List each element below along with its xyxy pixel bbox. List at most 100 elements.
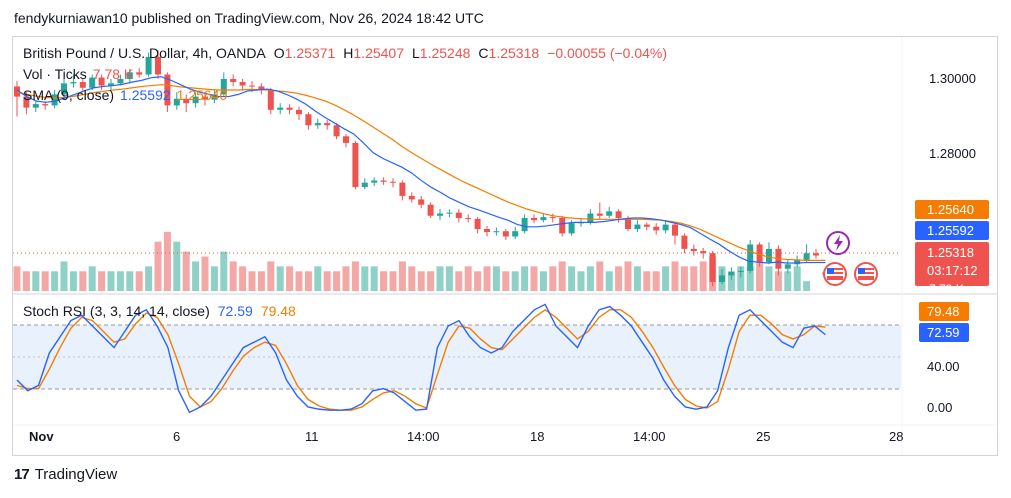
volume-bar xyxy=(680,266,688,291)
candle xyxy=(521,214,528,234)
volume-bar xyxy=(79,271,87,291)
volume-bar xyxy=(803,281,811,291)
volume-bar xyxy=(41,271,49,291)
sma-slow-line xyxy=(16,84,826,261)
candle xyxy=(437,209,443,221)
candle xyxy=(89,74,96,90)
volume-bar xyxy=(539,271,547,291)
stoch-badge-k-text: 72.59 xyxy=(927,325,960,340)
candle xyxy=(540,213,547,223)
stoch-band xyxy=(13,325,901,389)
candle xyxy=(690,244,697,256)
volume-bar xyxy=(286,266,294,291)
candle xyxy=(361,178,368,190)
volume-bar xyxy=(445,266,453,291)
tradingview-logo-icon: 17 xyxy=(14,466,30,483)
candle xyxy=(267,87,274,115)
footer-brand[interactable]: 17 TradingView xyxy=(14,466,117,483)
publish-info: fendykurniawan10 published on TradingVie… xyxy=(14,10,484,26)
price-badge-red xyxy=(915,242,989,286)
legend-stoch[interactable]: Stoch RSI (3, 3, 14, 14, close) 72.59 79.4… xyxy=(23,303,296,319)
legend-volume[interactable]: Vol · Ticks 7.78 K xyxy=(23,66,134,82)
volume-bar xyxy=(624,261,632,291)
chart-svg[interactable]: British Pound / U.S. Dollar, 4h, OANDA O1… xyxy=(13,37,997,455)
candle xyxy=(183,94,190,113)
volume-bar xyxy=(511,271,519,291)
volume-bar xyxy=(389,271,397,291)
candle xyxy=(333,123,340,140)
volume-bar xyxy=(643,271,651,291)
volume-bar xyxy=(248,271,256,291)
volume-bar xyxy=(615,266,623,291)
volume-bar xyxy=(116,271,124,291)
candle xyxy=(747,240,754,274)
volume-bar xyxy=(530,266,538,291)
candle xyxy=(343,134,349,148)
candle xyxy=(324,119,331,130)
candle xyxy=(314,118,321,129)
vol-partial-badge: 7.78 K xyxy=(929,282,964,296)
candle xyxy=(408,192,415,203)
volume-bar xyxy=(323,271,331,291)
volume-bar xyxy=(98,271,106,291)
volume-bar xyxy=(671,261,679,291)
legend-sma[interactable]: SMA (9, close) 1.25592 1.25640 xyxy=(23,87,227,103)
candle xyxy=(145,52,152,77)
volume-bars xyxy=(13,231,811,291)
candle xyxy=(61,78,67,99)
stoch-tick-40: 40.00 xyxy=(927,359,960,374)
time-tick-1400b: 14:00 xyxy=(633,429,666,444)
candle xyxy=(643,222,650,231)
volume-bar xyxy=(737,266,745,291)
volume-bar xyxy=(765,266,773,291)
volume-bar xyxy=(756,261,764,291)
candle xyxy=(211,89,218,104)
volume-bar xyxy=(483,266,491,291)
candle xyxy=(728,267,735,280)
volume-bar xyxy=(351,261,359,291)
price-badge-orange xyxy=(915,200,989,219)
candle xyxy=(672,222,678,245)
volume-bar xyxy=(549,266,557,291)
candle xyxy=(286,104,293,115)
us-flag-event-icon[interactable] xyxy=(823,262,847,286)
volume-bar xyxy=(342,266,350,291)
candle-countdown: 03:17:12 xyxy=(927,263,978,278)
volume-bar xyxy=(633,266,641,291)
candle xyxy=(98,74,105,90)
chart-frame[interactable]: British Pound / U.S. Dollar, 4h, OANDA O1… xyxy=(12,36,998,456)
candle xyxy=(493,227,500,236)
volume-bar xyxy=(652,271,660,291)
candles xyxy=(14,50,829,287)
volume-bar xyxy=(13,266,21,291)
candle xyxy=(427,202,434,218)
stoch-badge-d-text: 79.48 xyxy=(927,304,960,319)
volume-bar xyxy=(304,271,312,291)
volume-bar xyxy=(107,271,115,291)
volume-bar xyxy=(436,266,444,291)
candle xyxy=(681,233,688,254)
candle xyxy=(502,229,509,241)
volume-bar xyxy=(192,261,200,291)
volume-bar xyxy=(145,266,153,291)
candle xyxy=(258,83,265,95)
candle xyxy=(51,89,58,109)
volume-bar xyxy=(427,271,435,291)
volume-bar xyxy=(361,266,369,291)
candle xyxy=(296,106,302,120)
candle xyxy=(474,217,481,234)
candle xyxy=(465,214,472,223)
volume-bar xyxy=(464,266,472,291)
candle xyxy=(662,221,669,234)
volume-bar xyxy=(182,251,190,291)
price-tick-2: 1.28000 xyxy=(929,146,976,161)
candle xyxy=(79,78,86,93)
legend-symbol[interactable]: British Pound / U.S. Dollar, 4h, OANDA O1… xyxy=(23,45,667,61)
lightning-event-icon[interactable] xyxy=(826,231,850,255)
volume-bar xyxy=(577,271,585,291)
candle xyxy=(512,226,519,240)
candle xyxy=(531,214,537,224)
candle xyxy=(615,209,622,223)
volume-bar xyxy=(417,271,425,291)
us-flag-event-icon-2[interactable] xyxy=(854,262,878,286)
